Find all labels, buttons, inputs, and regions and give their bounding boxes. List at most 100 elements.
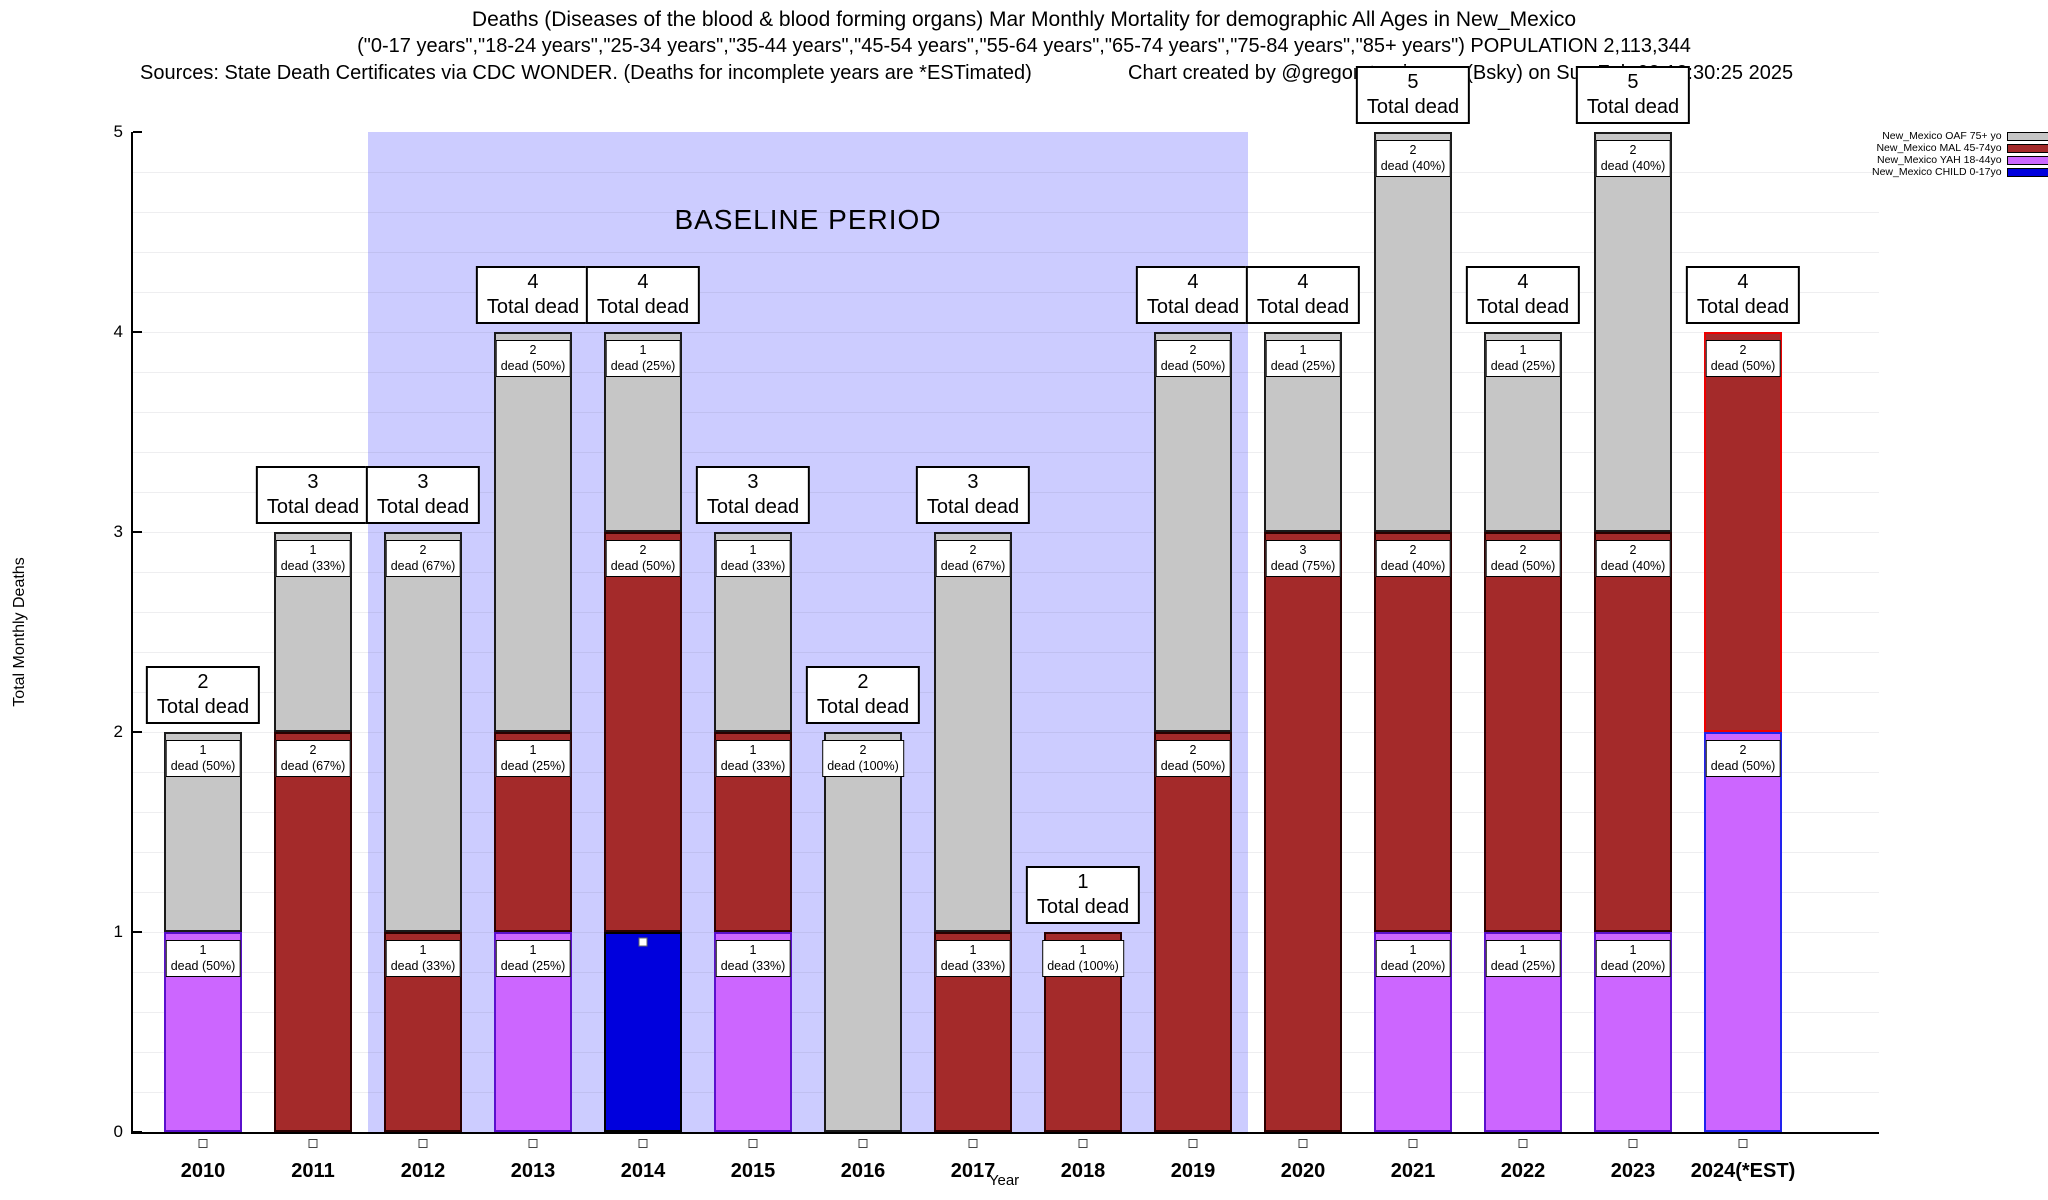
total-dead-value: 3: [967, 471, 979, 493]
total-dead-value: 4: [1737, 271, 1749, 293]
segment-count-value: 1: [529, 743, 537, 757]
x-tick-label: 2022: [1500, 1160, 1546, 1182]
segment-count-value: 1: [199, 743, 207, 757]
segment-count-pct: dead (67%): [280, 759, 346, 774]
y-tick-mark: [133, 531, 142, 533]
chart-title-line1: Deaths (Diseases of the blood & blood fo…: [471, 8, 1577, 31]
segment-count-value: 2: [859, 743, 867, 757]
total-dead-value: 2: [197, 671, 209, 693]
bar-segment-oaf: [1154, 332, 1232, 732]
segment-count-pct: dead (33%): [280, 559, 346, 574]
segment-count-pct: dead (67%): [390, 559, 456, 574]
segment-count-label: 2 dead (50%): [495, 340, 571, 377]
total-dead-text: Total dead: [266, 496, 360, 518]
segment-count-value: 2: [1189, 343, 1197, 357]
total-dead-label: 2 Total dead: [805, 666, 921, 724]
segment-count-label: 1 dead (33%): [715, 740, 791, 777]
segment-count-value: 1: [1519, 343, 1527, 357]
x-tick-label: 2011: [291, 1160, 335, 1182]
axis-marker: [1628, 1139, 1638, 1148]
segment-count-label: 2 dead (50%): [605, 540, 681, 577]
bar-segment-mal: [1594, 532, 1672, 932]
segment-count-value: 1: [1519, 943, 1527, 957]
total-dead-value: 3: [747, 471, 759, 493]
segment-count-label: 2 dead (100%): [822, 740, 904, 777]
y-tick-label: 2: [113, 722, 123, 741]
segment-count-pct: dead (25%): [1270, 359, 1336, 374]
total-dead-text: Total dead: [706, 496, 800, 518]
legend-swatch: [2006, 155, 2048, 165]
segment-count-pct: dead (25%): [610, 359, 676, 374]
segment-count-pct: dead (40%): [1380, 559, 1446, 574]
axis-marker: [1298, 1139, 1308, 1148]
segment-count-label: 2 dead (67%): [385, 540, 461, 577]
segment-count-label: 2 dead (50%): [1485, 540, 1561, 577]
gridline: [133, 212, 1879, 213]
segment-count-label: 2 dead (50%): [1155, 340, 1231, 377]
gridline: [133, 372, 1879, 373]
bar-segment-mal: [1484, 532, 1562, 932]
total-dead-text: Total dead: [486, 296, 580, 318]
x-axis-title: Year: [988, 1172, 1020, 1189]
x-tick-label: 2013: [510, 1160, 556, 1182]
x-tick-label: 2021: [1390, 1160, 1436, 1182]
bar-segment-oaf: [934, 532, 1012, 932]
segment-count-value: 1: [969, 943, 977, 957]
bar-segment-mal: [1154, 732, 1232, 1132]
gridline: [133, 292, 1879, 293]
segment-count-value: 3: [1299, 543, 1307, 557]
plot-area: BASELINE PERIOD 0 1 2 3 4 5 1 dead (50%) 1 dead (5…: [114, 66, 1879, 1182]
axis-marker: [638, 1139, 648, 1148]
segment-count-label: 2 dead (40%): [1595, 540, 1671, 577]
segment-count-value: 1: [199, 943, 207, 957]
segment-count-pct: dead (40%): [1380, 159, 1446, 174]
legend-label: New_Mexico YAH 18-44yo: [1877, 154, 2002, 166]
segment-count-value: 1: [419, 943, 427, 957]
segment-count-pct: dead (20%): [1600, 959, 1666, 974]
total-dead-text: Total dead: [376, 496, 470, 518]
y-tick-mark: [133, 1131, 142, 1133]
total-dead-text: Total dead: [1256, 296, 1350, 318]
segment-count-value: 2: [1519, 543, 1527, 557]
segment-count-value: 1: [309, 543, 317, 557]
legend-item-mal: New_Mexico MAL 45-74yo: [1872, 142, 2048, 154]
segment-count-value: 1: [1079, 943, 1087, 957]
legend-label: New_Mexico OAF 75+ yo: [1882, 130, 2002, 142]
total-dead-text: Total dead: [926, 496, 1020, 518]
segment-count-value: 2: [1409, 543, 1417, 557]
bar-segment-oaf: [824, 732, 902, 1132]
segment-count-label: 1 dead (25%): [495, 740, 571, 777]
segment-count-label: 2 dead (40%): [1595, 140, 1671, 177]
legend-swatch: [2006, 167, 2048, 177]
segment-count-pct: dead (33%): [390, 959, 456, 974]
total-dead-label: 1 Total dead: [1025, 866, 1141, 924]
x-tick-label: 2016: [840, 1160, 886, 1182]
segment-count-label: 2 dead (50%): [1705, 740, 1781, 777]
segment-count-value: 2: [1629, 543, 1637, 557]
total-dead-value: 4: [527, 271, 539, 293]
data-point-marker: [638, 937, 648, 947]
axis-marker: [1518, 1139, 1528, 1148]
segment-count-label: 1 dead (20%): [1595, 940, 1671, 977]
segment-count-value: 2: [1629, 143, 1637, 157]
bar-segment-mal: [274, 732, 352, 1132]
total-dead-label: 5 Total dead: [1575, 66, 1691, 124]
total-dead-text: Total dead: [1586, 96, 1680, 118]
axis-marker: [748, 1139, 758, 1148]
segment-count-value: 2: [639, 543, 647, 557]
segment-count-value: 2: [1739, 743, 1747, 757]
gridline: [133, 252, 1879, 253]
segment-count-value: 2: [1189, 743, 1197, 757]
legend-swatch: [2006, 143, 2048, 153]
total-dead-label: 4 Total dead: [1135, 266, 1251, 324]
total-dead-label: 4 Total dead: [1245, 266, 1361, 324]
total-dead-label: 2 Total dead: [145, 666, 261, 724]
y-tick-label: 0: [113, 1122, 123, 1141]
axis-marker: [968, 1139, 978, 1148]
x-tick-label: 2018: [1060, 1160, 1106, 1182]
segment-count-label: 2 dead (67%): [935, 540, 1011, 577]
total-dead-value: 1: [1077, 871, 1089, 893]
bar-segment-child: [604, 932, 682, 1132]
segment-count-value: 2: [419, 543, 427, 557]
